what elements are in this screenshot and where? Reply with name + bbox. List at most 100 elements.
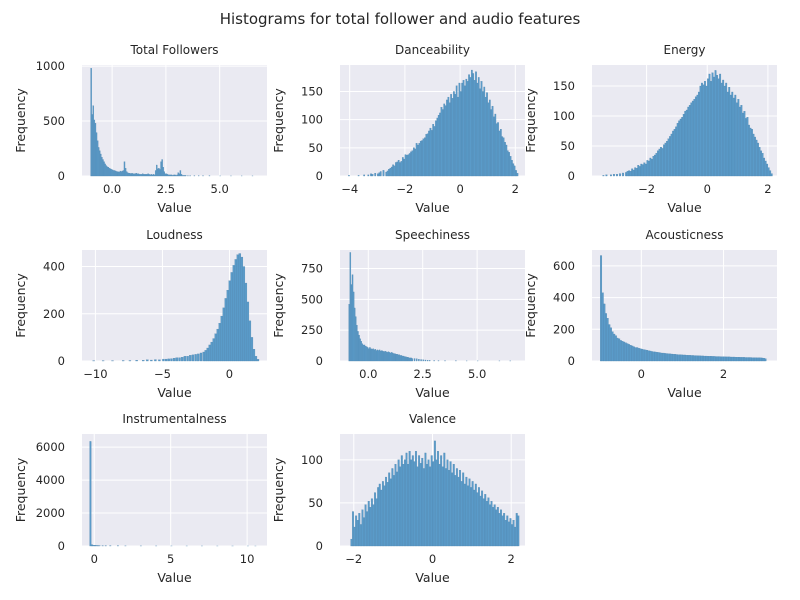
x-axis-label: Value xyxy=(415,200,450,215)
histogram-bar xyxy=(746,117,749,177)
histogram-bar xyxy=(672,354,675,362)
histogram-bar xyxy=(465,476,468,547)
histogram-bar xyxy=(484,494,487,547)
histogram-bar xyxy=(666,141,668,177)
histogram-bar xyxy=(162,358,165,362)
histogram-bar xyxy=(473,80,476,177)
y-tick-label: 150 xyxy=(301,84,323,98)
histogram-bar xyxy=(160,161,162,177)
histogram-bar xyxy=(117,171,119,177)
histogram-bar xyxy=(452,464,455,547)
histogram-bar xyxy=(248,320,252,362)
histogram-bar xyxy=(685,109,688,177)
panel-title: Total Followers xyxy=(129,43,218,57)
histogram-bar xyxy=(651,351,653,362)
histogram-bar xyxy=(436,117,439,177)
histogram-bar xyxy=(496,507,499,547)
histogram-bar xyxy=(448,470,450,547)
histogram-bar xyxy=(396,354,398,362)
histogram-bar xyxy=(417,144,419,177)
x-axis-label: Value xyxy=(157,200,192,215)
histogram-bar xyxy=(399,162,401,177)
histogram-bar xyxy=(410,151,412,177)
panel-valence: Valence −2 0 2 0 50 100 Value Frequency xyxy=(271,412,525,585)
histogram-bar xyxy=(356,520,359,547)
histogram-bar xyxy=(769,170,772,177)
histogram-bar xyxy=(397,160,400,177)
histogram-bar xyxy=(164,173,167,177)
histogram-bar xyxy=(429,360,431,362)
x-axis-label: Value xyxy=(157,385,192,400)
histogram-bar xyxy=(364,346,367,362)
x-tick-label: 0 xyxy=(704,182,711,196)
histogram-bar xyxy=(137,173,140,177)
histogram-bar xyxy=(398,354,401,362)
histogram-bar xyxy=(734,94,737,177)
y-tick-label: 750 xyxy=(301,262,323,276)
histogram-bar xyxy=(406,155,408,177)
histogram-bar xyxy=(660,352,663,362)
histogram-bar xyxy=(675,354,678,362)
histogram-bar xyxy=(181,357,184,362)
histogram-bar xyxy=(116,171,118,177)
histogram-bar xyxy=(426,464,428,547)
histogram-bar xyxy=(191,354,195,362)
histogram-bar xyxy=(194,354,197,362)
histogram-bar xyxy=(407,154,410,177)
histogram-bar xyxy=(413,358,416,362)
histogram-bar xyxy=(358,513,361,547)
x-tick-label: −2 xyxy=(638,182,655,196)
histogram-bar xyxy=(388,169,390,177)
histogram-bar xyxy=(659,352,662,362)
histogram-bar xyxy=(761,153,764,177)
histogram-bar xyxy=(661,148,664,177)
histogram-bar xyxy=(708,73,711,177)
histogram-bar xyxy=(626,171,629,177)
histogram-bar xyxy=(622,172,624,177)
histogram-bar xyxy=(240,256,244,362)
histogram-bar xyxy=(166,174,169,177)
histogram-bar xyxy=(458,82,461,177)
histogram-bar xyxy=(352,291,355,362)
histogram-bar xyxy=(629,171,632,177)
histogram-bar xyxy=(677,354,680,362)
histogram-bar xyxy=(722,79,725,177)
histogram-bar xyxy=(688,355,691,362)
histogram-bar xyxy=(761,357,764,362)
histogram-bar xyxy=(480,81,483,177)
histogram-bar xyxy=(616,174,618,177)
histogram-bar xyxy=(204,350,207,362)
histogram-bar xyxy=(349,252,352,362)
histogram-bar xyxy=(171,174,173,177)
histogram-bar xyxy=(395,354,397,362)
histogram-bar xyxy=(506,515,509,547)
histogram-bar xyxy=(146,359,149,362)
histogram-bar xyxy=(756,357,759,362)
histogram-bar xyxy=(710,81,712,177)
histogram-bar xyxy=(748,124,750,177)
histogram-bar xyxy=(172,175,174,177)
histogram-bar xyxy=(367,347,369,362)
histogram-bar xyxy=(512,163,515,177)
x-axis-label: Value xyxy=(667,385,702,400)
histogram-bar xyxy=(244,282,248,362)
histogram-bar xyxy=(238,253,242,362)
histogram-bar xyxy=(466,81,469,177)
histogram-bar xyxy=(110,169,113,177)
panel-loudness: Loudness −10 −5 0 0 200 400 Value Frequency xyxy=(13,228,267,400)
histogram-bar xyxy=(641,164,644,177)
histogram-bar xyxy=(650,159,653,177)
histogram-bar xyxy=(404,356,406,362)
x-tick-label: 10 xyxy=(240,552,255,566)
histogram-bar xyxy=(764,358,767,362)
histogram-bar xyxy=(99,150,101,177)
panel-title: Energy xyxy=(663,43,705,57)
x-tick-label: 2.5 xyxy=(414,367,432,381)
histogram-bar xyxy=(350,538,353,547)
histogram-bar xyxy=(177,172,179,177)
histogram-bar xyxy=(490,501,493,547)
histogram-bar xyxy=(173,358,176,362)
histogram-bar xyxy=(740,105,743,177)
histogram-bar xyxy=(639,348,642,362)
histogram-bar xyxy=(453,91,455,177)
